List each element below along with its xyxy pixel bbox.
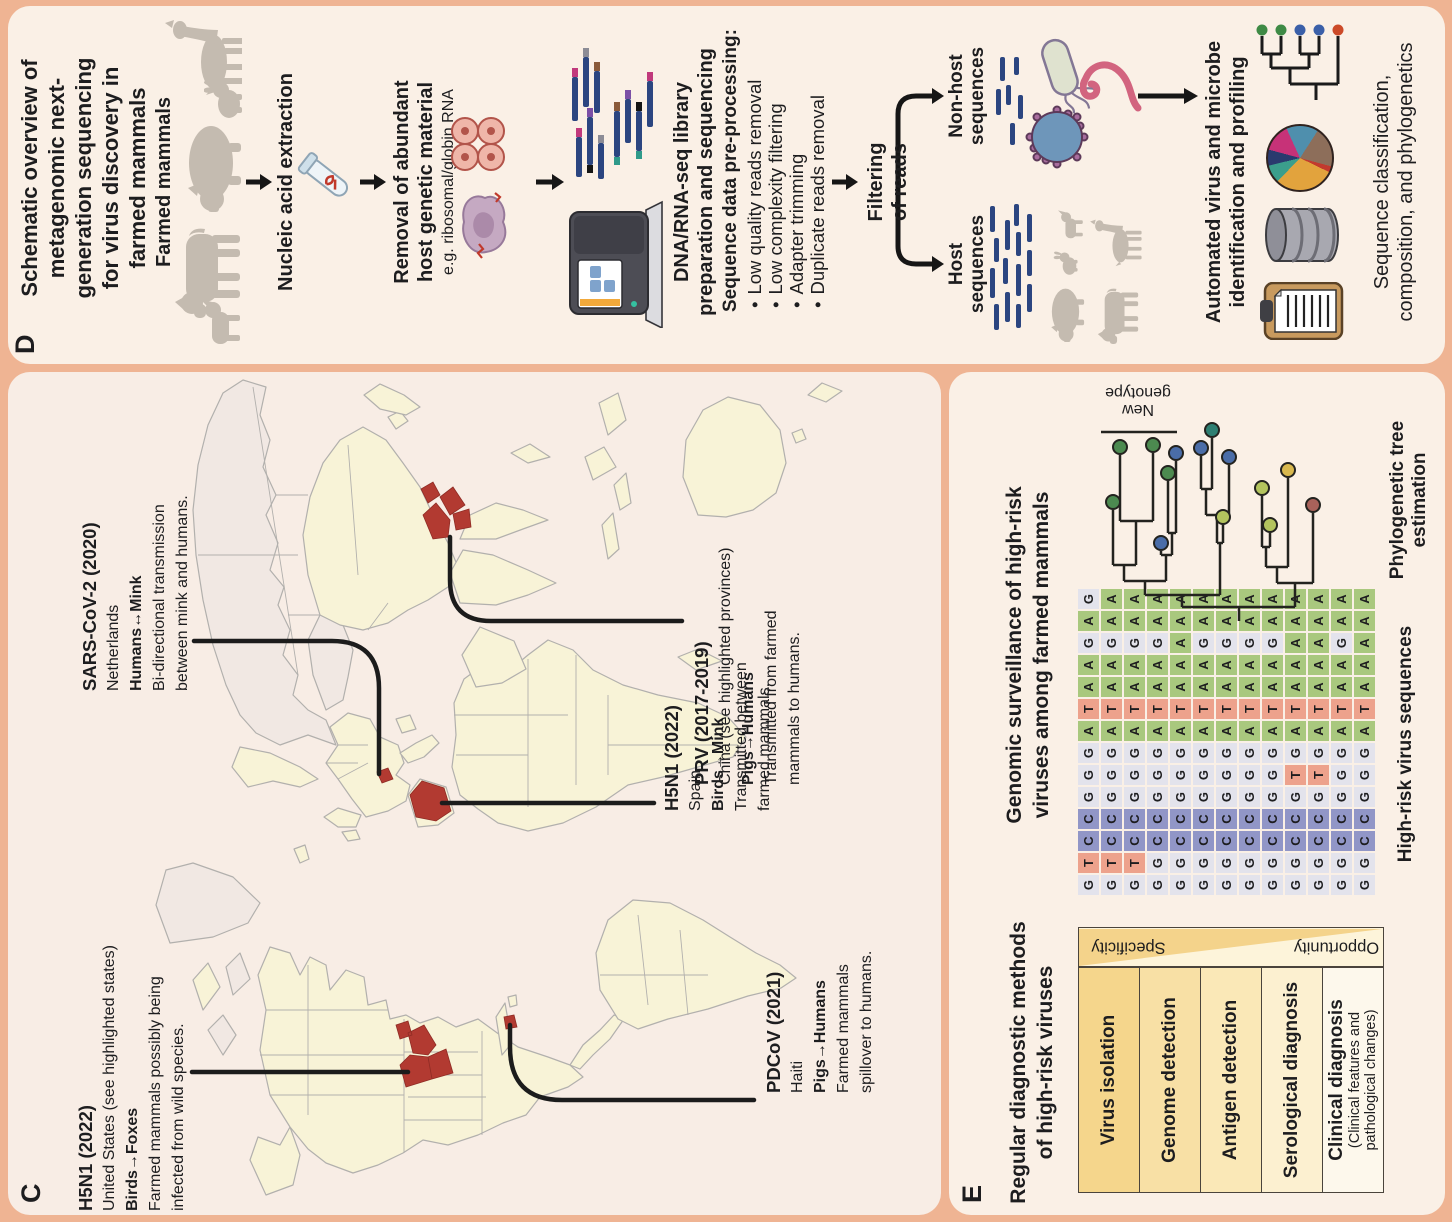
panel-c-map: C [8, 372, 941, 1215]
tree-tip [1254, 480, 1270, 496]
annotation-location: United States (see highlighted states) [101, 945, 118, 1211]
mini-tree-dot [1275, 24, 1287, 36]
preprocessing-label: Sequence data pre-processing: [720, 29, 741, 312]
tree-tip [1105, 494, 1121, 510]
annotation-location: Netherlands [105, 604, 122, 691]
virus-icon [1025, 105, 1089, 169]
region-spain [409, 780, 452, 822]
mini-tree-dot [1294, 24, 1306, 36]
pipeline-arrows [246, 88, 1198, 272]
host-label: Host sequences [946, 214, 988, 314]
annotation-desc: Farmed mammals [835, 964, 852, 1093]
region-haiti [503, 1014, 518, 1030]
mini-tree-dot [1256, 24, 1268, 36]
mini-tree-dots [1256, 24, 1344, 36]
annotation-title: PDCoV (2021) [763, 971, 784, 1093]
specificity-opportunity-wedge [1078, 927, 1384, 967]
mini-tree-dot [1332, 24, 1344, 36]
preprocessing-bullet: Duplicate reads removal [807, 80, 828, 308]
tree-tip [1305, 497, 1321, 513]
removal-sublabel: e.g. ribosomal/globin RNA [440, 89, 457, 275]
outbreak-regions [376, 481, 518, 1088]
preprocessing-bullets: Low quality reads removalLow complexity … [744, 80, 828, 308]
annotation-desc: spillover to humans. [858, 950, 875, 1093]
bacteria-icon [1041, 38, 1100, 114]
tree-tip [1215, 509, 1231, 525]
annotation-desc: Transmitted from farmed [763, 610, 780, 785]
tree-tip [1280, 462, 1296, 478]
sequencer-icon [569, 200, 663, 328]
connector-netherlands [191, 638, 382, 777]
host-reads-icon [990, 204, 1032, 330]
tree-caption: Phylogenetic tree estimation [1387, 420, 1430, 580]
library-label: DNA/RNA-seq library preparation and seque… [671, 48, 717, 316]
panel-d-pipeline: D Schematic overview of metagenomic next-… [8, 6, 1445, 364]
mini-tree-dot [1313, 24, 1325, 36]
nucleic-acid-label: Nucleic acid extraction [275, 73, 297, 291]
wedge-gradient [1079, 929, 1382, 966]
annotation-location: China (see highlighted provinces) [717, 547, 734, 785]
removal-label: Removal of abundant host genetic material [391, 80, 437, 284]
annotation-desc: mammals to humans. [786, 632, 803, 785]
tree-tip [1221, 449, 1237, 465]
annotation-netherlands: SARS-CoV-2 (2020) Netherlands Humans↔Min… [78, 495, 194, 691]
region-us-states [395, 1020, 454, 1088]
tube-icon [297, 152, 349, 197]
annotation-us: H5N1 (2022) United States (see highlight… [74, 945, 190, 1211]
tree-tip [1193, 440, 1209, 456]
ribosome-icon [451, 117, 505, 171]
tree-tip [1153, 535, 1169, 551]
tissue-icon [462, 192, 507, 259]
filovirus-icon [1080, 61, 1142, 112]
preprocessing-bullet: Adapter trimming [786, 80, 807, 308]
sequence-classification-label: Sequence classification, composition, and… [1371, 42, 1417, 322]
database-icon [1265, 207, 1339, 263]
annotation-desc: Farmed mammals possibly being [147, 976, 164, 1211]
nonhost-label: Non-host sequences [946, 46, 988, 146]
tree-tip [1168, 445, 1184, 461]
annotation-haiti: PDCoV (2021) Haiti Pigs→Humans Farmed ma… [762, 951, 878, 1093]
annotation-title: SARS-CoV-2 (2020) [79, 522, 100, 691]
clipboard-icon [1260, 282, 1344, 340]
pie-chart-icon [1266, 124, 1334, 192]
preprocessing-bullet: Low quality reads removal [744, 80, 765, 308]
filtering-label: Filtering of reads [865, 142, 911, 222]
tree-tip [1262, 517, 1278, 533]
annotation-desc: between mink and humans. [174, 495, 191, 691]
annotation-route: Birds→Foxes [124, 1107, 141, 1211]
annotation-route: Pigs→Humans [812, 980, 829, 1093]
tree-tip [1160, 465, 1176, 481]
annotation-connectors [189, 534, 757, 1103]
host-animals-icon [1051, 210, 1142, 344]
preprocessing-bullet: Low complexity filtering [765, 80, 786, 308]
annotation-title: PRV (2017-2019) [691, 641, 712, 785]
connector-haiti [507, 1022, 757, 1103]
annotation-china: PRV (2017-2019) China (see highlighted p… [690, 548, 806, 785]
tree-tip [1145, 437, 1161, 453]
region-china-provinces [420, 481, 472, 540]
mini-tree-icon [1256, 24, 1344, 100]
annotation-desc: Bi-directional transmission [151, 504, 168, 691]
annotation-title: H5N1 (2022) [75, 1105, 96, 1211]
phylogenetic-tree [1101, 422, 1321, 621]
annotation-route: Pigs→Humans [740, 672, 757, 785]
world-map [155, 379, 843, 1196]
annotation-route: Humans↔Mink [128, 575, 145, 691]
annotation-desc: infected from wild species. [170, 1023, 187, 1211]
tree-tip [1112, 439, 1128, 455]
tree-tips [1105, 422, 1321, 551]
tree-tip [1204, 422, 1220, 438]
annotation-title: H5N1 (2022) [661, 705, 682, 811]
connector-china [447, 534, 685, 624]
annotation-location: Haiti [789, 1060, 806, 1093]
nonhost-reads-icon [996, 57, 1023, 145]
automated-label: Automated virus and microbe identificatio… [1203, 40, 1249, 324]
panel-e-surveillance: E Regular diagnostic methods of high-risk… [949, 372, 1445, 1215]
library-reads-icon [572, 48, 653, 179]
new-genotype-label: New genotype [1105, 384, 1171, 418]
